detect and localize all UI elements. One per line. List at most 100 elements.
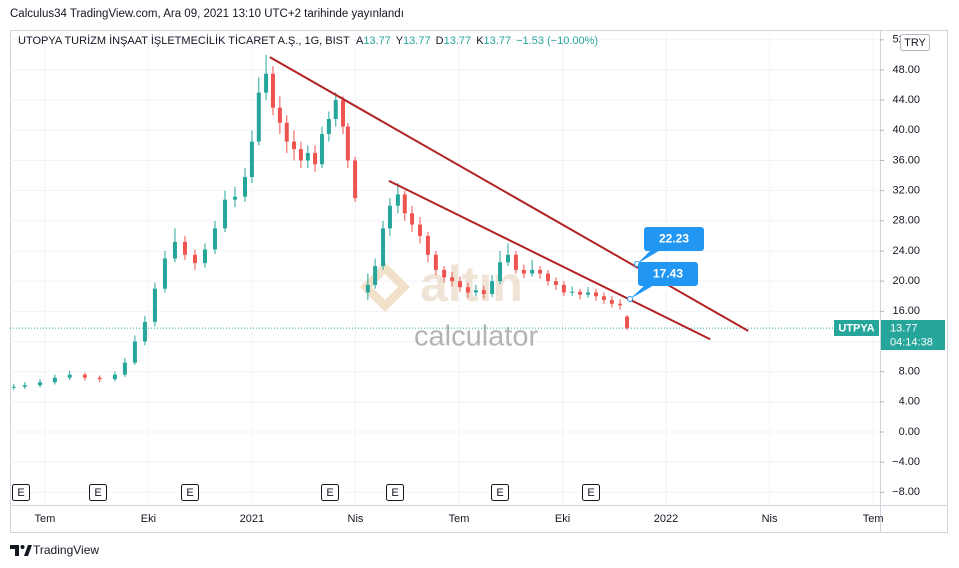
x-tick-label: 2021 — [240, 513, 264, 525]
candle-body — [284, 122, 289, 142]
callout-anchor — [627, 296, 633, 302]
candle-body — [410, 213, 415, 225]
candle-body — [538, 269, 543, 274]
trend-line — [388, 179, 711, 341]
y-tick-label: 16.00 — [892, 305, 920, 317]
candle-body — [387, 205, 392, 229]
candle-body — [381, 228, 386, 267]
candle-body — [212, 228, 217, 250]
callout-label: 17.43 — [653, 267, 683, 281]
candle-body — [498, 262, 503, 282]
candle-body — [233, 196, 238, 200]
candle-body — [313, 152, 318, 165]
callout-box — [638, 262, 698, 286]
candle-body — [162, 258, 167, 289]
candle-body — [192, 254, 197, 264]
candle-body — [578, 291, 583, 295]
candle-body — [618, 303, 623, 306]
candle-body — [546, 273, 551, 282]
ohlc-value: 13.77 — [484, 35, 512, 47]
candle-body — [593, 292, 598, 297]
callout-label: 22.23 — [659, 232, 689, 246]
candle-body — [270, 73, 275, 108]
candle-body — [473, 290, 478, 293]
x-tick-label: Eki — [555, 513, 570, 525]
candle-body — [333, 100, 338, 119]
grid — [10, 30, 880, 505]
candle-body — [132, 341, 137, 363]
candle-body — [625, 316, 630, 329]
candle-body — [38, 382, 43, 386]
candle-body — [152, 288, 157, 322]
candle-body — [172, 241, 177, 259]
candle-body — [609, 300, 614, 304]
candle-body — [395, 194, 400, 206]
candle-body — [481, 290, 486, 294]
y-tick-label: 4.00 — [899, 396, 920, 408]
y-tick-label: 32.00 — [892, 185, 920, 197]
candle-body — [298, 149, 303, 161]
candle-body — [458, 281, 463, 288]
x-tick-label: 2022 — [654, 513, 678, 525]
callout-box — [644, 227, 704, 251]
earnings-label: E — [587, 487, 594, 499]
footer-logo — [20, 545, 25, 549]
candle-body — [341, 100, 346, 127]
candle-body — [373, 266, 378, 285]
y-tick-label: −4.00 — [892, 456, 920, 468]
y-tick-label: 20.00 — [892, 275, 920, 287]
ohlc-label: A — [356, 35, 364, 47]
symbol-badge — [834, 320, 879, 336]
last-price: 13.77 — [890, 322, 918, 334]
footer-brand: TradingView — [33, 543, 99, 557]
candle-body — [182, 241, 187, 255]
earnings-label: E — [391, 487, 398, 499]
y-tick-label: 0.00 — [899, 426, 920, 438]
footer-logo — [10, 545, 19, 556]
candle-body — [353, 160, 358, 199]
legend-line: UTOPYA TURİZM İNŞAAT İŞLETMECİLİK TİCARE… — [18, 34, 598, 47]
candle-body — [505, 254, 510, 263]
y-tick-label: 40.00 — [892, 124, 920, 136]
price-badge — [881, 320, 945, 350]
candle-body — [82, 374, 87, 378]
candle-body — [561, 284, 566, 293]
y-tick-label: −8.00 — [892, 486, 920, 498]
candle-body — [277, 107, 282, 123]
candle-body — [22, 385, 27, 387]
countdown: 04:14:38 — [890, 336, 933, 348]
earnings-label: E — [94, 487, 101, 499]
x-tick-label: Eki — [141, 513, 156, 525]
earnings-marker — [321, 484, 339, 501]
earnings-marker — [181, 484, 199, 501]
candle-body — [450, 277, 455, 282]
candle-body — [243, 177, 248, 197]
footer: TradingView — [10, 543, 99, 557]
candle-body — [97, 377, 102, 380]
candle-body — [521, 269, 526, 274]
candle-body — [52, 377, 57, 383]
candle-body — [122, 362, 127, 375]
y-tick-label: 24.00 — [892, 245, 920, 257]
earnings-marker — [582, 484, 600, 501]
currency: TRY — [904, 37, 926, 49]
candle-body — [326, 118, 331, 135]
candle-body — [264, 73, 269, 93]
candle-body — [425, 235, 430, 255]
earnings-label: E — [17, 487, 24, 499]
candle-body — [402, 194, 407, 214]
ohlc-value: 13.77 — [403, 35, 431, 47]
published-line: Calculus34 TradingView.com, Ara 09, 2021… — [10, 8, 404, 20]
candle-body — [530, 269, 535, 274]
candle-body — [292, 141, 297, 150]
candle-body — [345, 126, 350, 161]
candle-body — [319, 134, 324, 165]
plot-area — [10, 54, 880, 390]
ohlc-label: Y — [396, 35, 404, 47]
candle-body — [417, 224, 422, 236]
candle-body — [553, 281, 558, 285]
